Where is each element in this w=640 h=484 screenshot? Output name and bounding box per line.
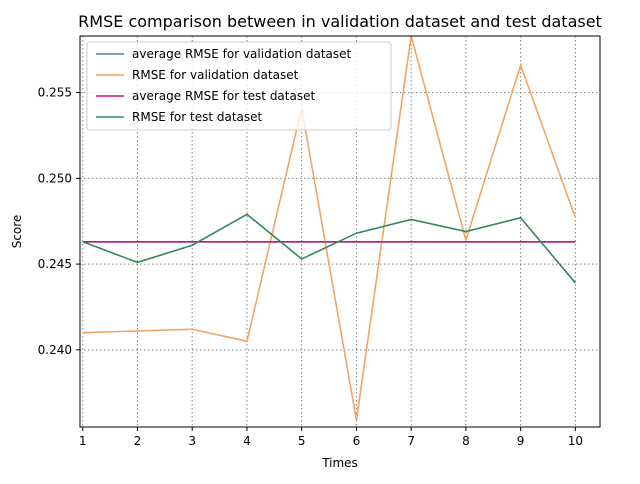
y-axis-ticks: 0.240 0.245 0.250 0.255 [38, 86, 80, 357]
series-line-1 [82, 36, 577, 421]
chart-title: RMSE comparison between in validation da… [78, 12, 602, 31]
x-tick-label: 2 [134, 434, 142, 448]
x-tick-label: 7 [407, 434, 415, 448]
x-axis-ticks: 1 2 3 4 5 6 7 8 9 10 [79, 427, 583, 448]
series-line-3 [82, 213, 576, 284]
x-tick-label: 6 [353, 434, 361, 448]
plot-area-frame [79, 35, 601, 428]
series-lines [82, 36, 577, 421]
y-axis-label: Score [10, 215, 24, 249]
legend-label: average RMSE for validation dataset [132, 47, 352, 61]
x-tick-label: 10 [568, 434, 583, 448]
y-tick-label: 0.250 [38, 171, 72, 185]
legend-label: RMSE for test dataset [132, 110, 263, 124]
x-tick-label: 4 [243, 434, 251, 448]
y-tick-label: 0.255 [38, 86, 72, 100]
x-tick-label: 1 [79, 434, 87, 448]
legend-label: average RMSE for test dataset [132, 89, 315, 103]
x-tick-label: 5 [298, 434, 306, 448]
y-tick-label: 0.245 [38, 257, 72, 271]
x-tick-label: 9 [517, 434, 525, 448]
y-tick-label: 0.240 [38, 343, 72, 357]
legend-box [86, 41, 392, 131]
legend-label: RMSE for validation dataset [132, 68, 299, 82]
x-tick-label: 3 [188, 434, 196, 448]
x-tick-label: 8 [462, 434, 470, 448]
legend: average RMSE for validation dataset RMSE … [86, 41, 392, 131]
x-axis-label: Times [321, 456, 358, 470]
